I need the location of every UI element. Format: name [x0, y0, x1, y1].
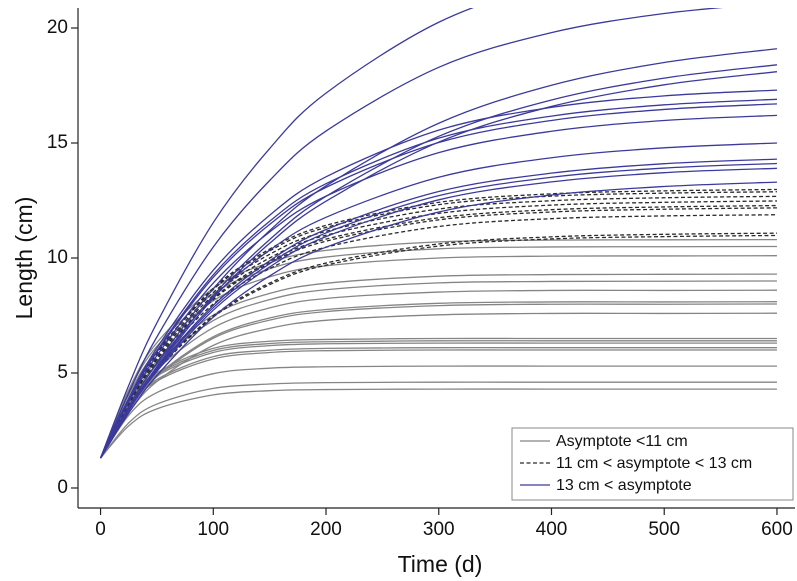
growth-curve	[99, 98, 777, 459]
x-tick-label: 0	[95, 519, 106, 540]
x-tick-label: 300	[423, 519, 455, 540]
growth-curve	[100, 388, 777, 459]
y-tick-label: 15	[47, 132, 68, 153]
growth-curve	[99, 8, 723, 459]
growth-curve	[100, 381, 777, 459]
x-tick-label: 200	[310, 519, 342, 540]
x-tick-label: 400	[536, 519, 568, 540]
legend-label: 13 cm < asymptote	[556, 477, 692, 494]
growth-curve	[99, 71, 778, 459]
x-tick-label: 100	[197, 519, 229, 540]
growth-curve	[99, 204, 777, 459]
growth-curve	[99, 188, 777, 459]
legend-box	[511, 427, 794, 501]
x-tick-label: 500	[648, 519, 680, 540]
growth-curve	[99, 181, 777, 459]
growth-curve	[99, 232, 777, 459]
growth-curve	[99, 48, 778, 459]
growth-curve	[99, 312, 777, 459]
x-tick-label: 600	[761, 519, 793, 540]
growth-curve	[99, 191, 777, 459]
y-tick-label: 0	[57, 477, 68, 498]
y-tick-label: 20	[47, 17, 68, 38]
growth-curve	[99, 303, 777, 459]
growth-curve	[99, 167, 777, 459]
growth-curve	[99, 89, 777, 459]
growth-curve	[99, 207, 777, 459]
growth-curve	[99, 301, 777, 459]
y-axis-title: Length (cm)	[11, 197, 37, 320]
growth-curve	[99, 64, 778, 459]
growth-curve	[99, 273, 777, 459]
legend-label: 11 cm < asymptote < 13 cm	[556, 455, 752, 472]
growth-curve	[99, 238, 777, 459]
growth-curve	[99, 234, 777, 459]
legend-label: Asymptote <11 cm	[556, 433, 688, 450]
y-tick-label: 10	[47, 247, 68, 268]
plot-area	[99, 8, 778, 459]
growth-curve	[100, 365, 777, 459]
growth-curve	[99, 245, 777, 459]
growth-curve	[99, 214, 777, 459]
growth-curve	[99, 8, 474, 459]
x-axis-title: Time (d)	[398, 551, 483, 577]
y-tick-label: 5	[57, 362, 68, 383]
